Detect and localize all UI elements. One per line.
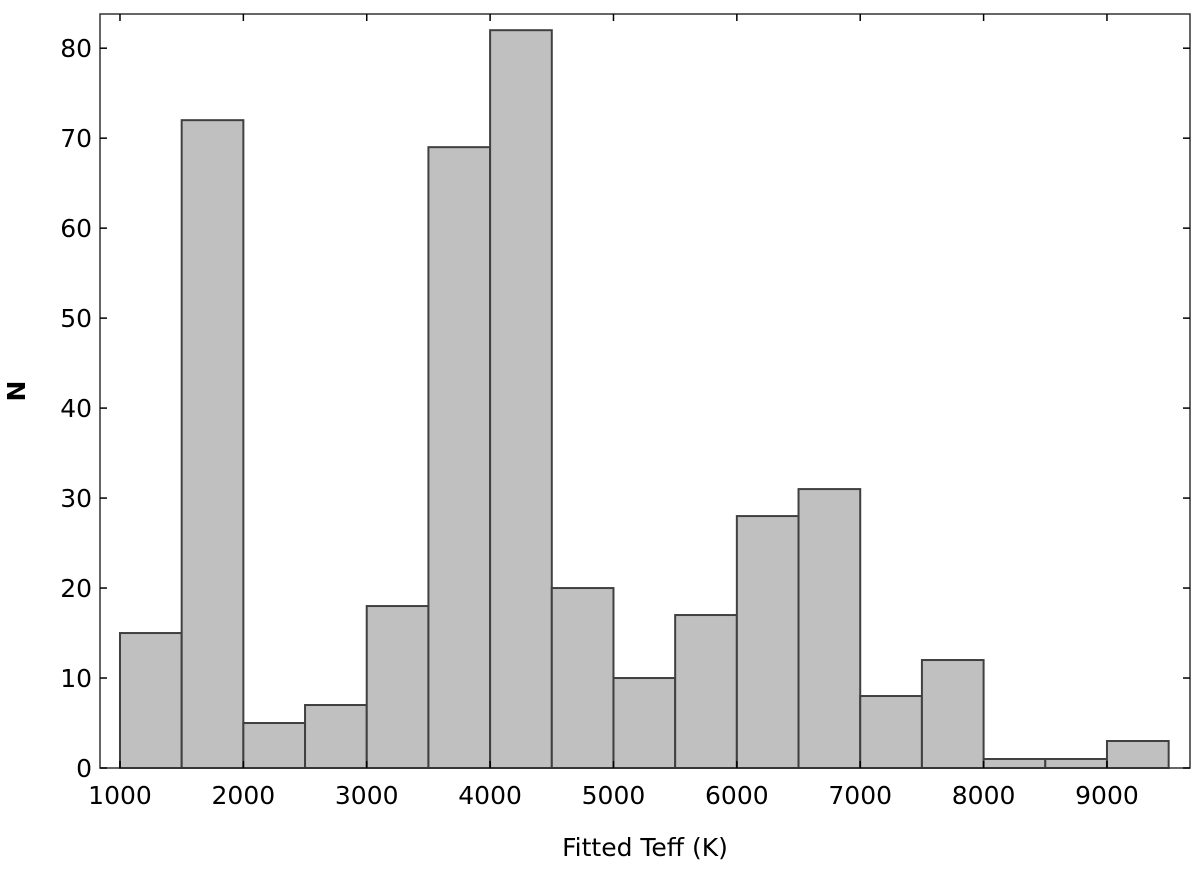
y-tick-label: 70	[60, 124, 92, 153]
bar	[180, 119, 245, 770]
x-tick-label: 9000	[1075, 781, 1139, 810]
y-tick-label: 20	[60, 574, 92, 603]
bar	[550, 587, 615, 769]
x-tick-label: 7000	[828, 781, 892, 810]
bar	[797, 488, 862, 769]
bar	[427, 146, 492, 769]
bar	[859, 695, 923, 770]
x-tick-label: 2000	[212, 781, 276, 810]
x-tick-label: 8000	[952, 781, 1016, 810]
bar	[1105, 740, 1170, 769]
y-tick-label: 80	[60, 34, 92, 63]
x-tick-label: 3000	[335, 781, 399, 810]
y-tick-label: 60	[60, 214, 92, 243]
bar	[674, 614, 738, 770]
plot-frame	[99, 13, 1191, 769]
x-tick-label: 5000	[582, 781, 646, 810]
bar	[489, 29, 553, 770]
bar	[612, 677, 677, 769]
bar	[735, 515, 800, 770]
bar	[982, 758, 1047, 769]
x-tick-label: 6000	[705, 781, 769, 810]
y-tick-label: 30	[60, 484, 92, 513]
y-tick-label: 40	[60, 394, 92, 423]
x-tick-label: 4000	[458, 781, 522, 810]
bar	[920, 659, 985, 769]
y-tick-label: 0	[76, 754, 92, 783]
bar	[118, 632, 183, 770]
bar	[304, 704, 368, 770]
x-tick-label: 1000	[88, 781, 152, 810]
x-axis-label: Fitted Teff (K)	[562, 833, 728, 862]
y-tick-label: 50	[60, 304, 92, 333]
y-axis-label: N	[2, 381, 31, 402]
bar	[1044, 758, 1108, 769]
bar	[242, 722, 307, 770]
bar	[365, 605, 430, 770]
y-tick-label: 10	[60, 664, 92, 693]
